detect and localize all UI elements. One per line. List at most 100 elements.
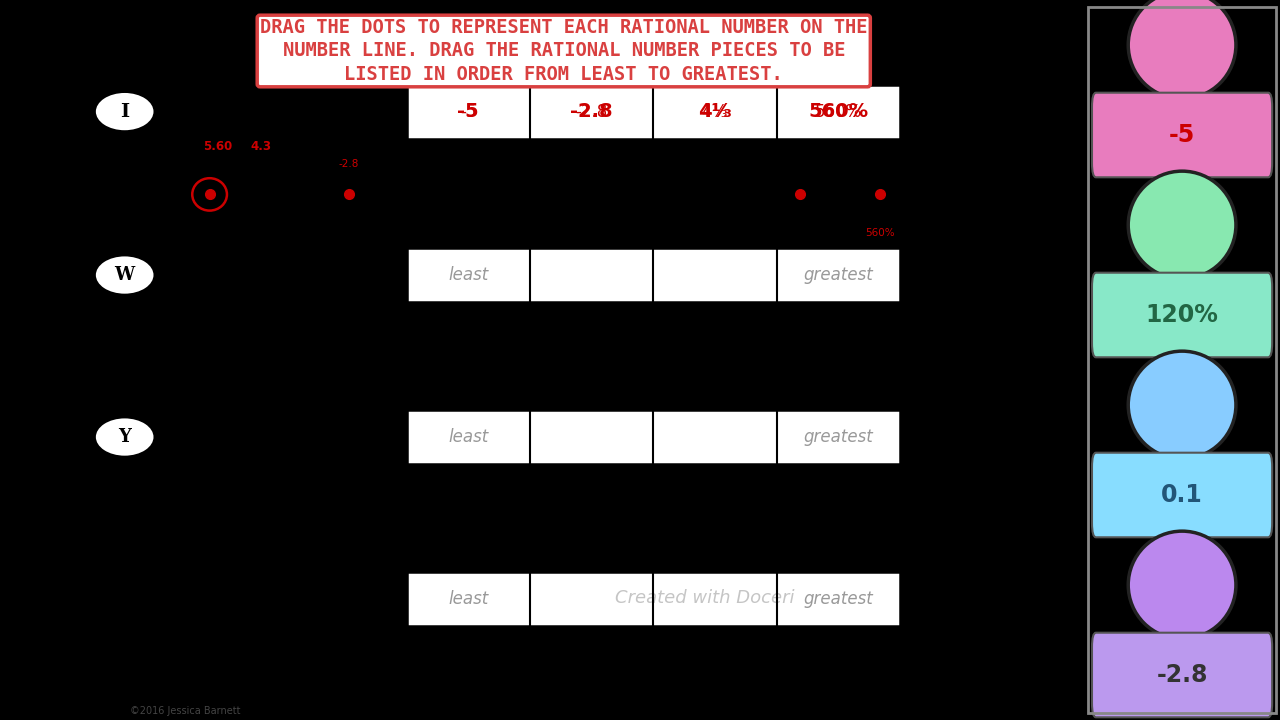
Text: 1: 1 [218, 416, 223, 426]
Text: -0.25: -0.25 [435, 379, 465, 390]
Text: -5: -5 [204, 217, 215, 230]
Text: -2.8,  230%,  -2: -2.8, 230%, -2 [168, 592, 274, 606]
Text: 0.4: 0.4 [442, 541, 458, 552]
Text: -0.75: -0.75 [284, 379, 312, 390]
Text: 0.1: 0.1 [214, 541, 232, 552]
Text: 120%: 120% [1146, 303, 1219, 327]
Text: DRAG THE DOTS TO REPRESENT EACH RATIONAL NUMBER ON THE
NUMBER LINE. DRAG THE RAT: DRAG THE DOTS TO REPRESENT EACH RATIONAL… [260, 18, 868, 84]
Text: —: — [216, 433, 224, 441]
Text: 0: 0 [522, 379, 530, 390]
Text: —: — [380, 271, 388, 279]
Text: -5: -5 [457, 102, 479, 121]
Text: 4: 4 [790, 228, 796, 238]
Text: 4¹⁄₃: 4¹⁄₃ [698, 102, 732, 121]
Text: greatest: greatest [804, 266, 873, 284]
Circle shape [95, 91, 155, 132]
Text: 1: 1 [902, 541, 909, 552]
Text: Y: Y [118, 428, 131, 446]
Text: -2.8: -2.8 [338, 159, 358, 169]
Text: 0.7: 0.7 [668, 541, 686, 552]
Text: -5,  560%,  4: -5, 560%, 4 [168, 104, 256, 119]
Text: -1.5: -1.5 [325, 703, 347, 714]
Text: Created with Doceri: Created with Doceri [614, 589, 795, 606]
Text: -1.25: -1.25 [132, 379, 161, 390]
Text: greatest: greatest [804, 590, 873, 608]
Text: 0.5: 0.5 [668, 379, 686, 390]
Text: 560%: 560% [865, 228, 895, 238]
Text: least: least [448, 266, 489, 284]
Text: 6: 6 [901, 217, 909, 230]
Text: 0.6: 0.6 [593, 541, 611, 552]
Text: 4: 4 [260, 286, 265, 296]
Ellipse shape [1128, 0, 1236, 99]
Text: 0.25: 0.25 [589, 379, 614, 390]
Text: 4.3: 4.3 [251, 140, 271, 153]
Text: 1.25: 1.25 [893, 379, 918, 390]
FancyBboxPatch shape [407, 410, 900, 464]
Text: ,  -2.8: , -2.8 [305, 104, 344, 119]
Text: I: I [120, 102, 129, 120]
Text: 3: 3 [366, 578, 372, 588]
Text: 1: 1 [289, 90, 296, 100]
Text: 1: 1 [826, 379, 833, 390]
FancyBboxPatch shape [407, 85, 900, 138]
Text: 0.5: 0.5 [580, 703, 598, 714]
Text: -5: -5 [204, 228, 215, 238]
Text: 3: 3 [712, 217, 719, 230]
Circle shape [95, 255, 155, 295]
Text: ©2016 Jessica Barnett: ©2016 Jessica Barnett [131, 706, 241, 716]
Text: —: — [288, 107, 297, 116]
Text: ,  -1.25,: , -1.25, [275, 268, 329, 282]
Text: -0.5: -0.5 [452, 703, 474, 714]
Text: 4¹⁄₃: 4¹⁄₃ [701, 102, 728, 120]
FancyBboxPatch shape [1092, 633, 1272, 717]
Text: 2: 2 [776, 703, 782, 714]
Text: 120%,  -: 120%, - [168, 268, 225, 282]
Text: -2.5: -2.5 [198, 703, 220, 714]
Text: least: least [448, 590, 489, 608]
Ellipse shape [1128, 531, 1236, 639]
Text: 4: 4 [366, 610, 372, 620]
Text: -5: -5 [460, 102, 476, 120]
Circle shape [95, 417, 155, 457]
Text: 0.3: 0.3 [365, 541, 383, 552]
Text: 1.5: 1.5 [707, 703, 724, 714]
Text: -2: -2 [393, 217, 406, 230]
Text: 0.1: 0.1 [1161, 483, 1203, 507]
Text: 560%: 560% [808, 102, 868, 121]
Text: 5: 5 [838, 217, 846, 230]
Text: 1: 1 [649, 703, 655, 714]
Text: -5: -5 [1169, 123, 1196, 147]
Text: 0.5: 0.5 [517, 541, 535, 552]
Text: -6: -6 [141, 217, 152, 230]
Text: 2: 2 [649, 217, 657, 230]
Text: 4: 4 [774, 217, 782, 230]
Text: W: W [115, 266, 134, 284]
Text: 5: 5 [216, 448, 223, 458]
FancyBboxPatch shape [1092, 273, 1272, 357]
Text: ,  2: , 2 [383, 592, 404, 606]
Text: 0: 0 [522, 217, 530, 230]
Ellipse shape [1128, 351, 1236, 459]
Text: 0: 0 [143, 541, 150, 552]
Text: 3: 3 [810, 234, 815, 243]
Text: greatest: greatest [804, 428, 873, 446]
Text: -3: -3 [330, 217, 342, 230]
Ellipse shape [1128, 171, 1236, 279]
Text: 1: 1 [260, 254, 265, 264]
Text: 3: 3 [902, 703, 909, 714]
Text: -1: -1 [216, 379, 228, 390]
Text: -0.5: -0.5 [364, 379, 385, 390]
Text: 3: 3 [289, 122, 296, 132]
Text: 0.9: 0.9 [820, 541, 838, 552]
FancyBboxPatch shape [407, 248, 900, 302]
Text: 0.2: 0.2 [289, 541, 307, 552]
Text: -2.8: -2.8 [1156, 663, 1208, 687]
Text: 0.8: 0.8 [745, 541, 763, 552]
FancyBboxPatch shape [1092, 453, 1272, 537]
Text: -1: -1 [457, 217, 468, 230]
Text: 0: 0 [522, 703, 530, 714]
Text: -1: -1 [394, 703, 404, 714]
FancyBboxPatch shape [407, 572, 900, 626]
Text: 7: 7 [380, 254, 387, 264]
